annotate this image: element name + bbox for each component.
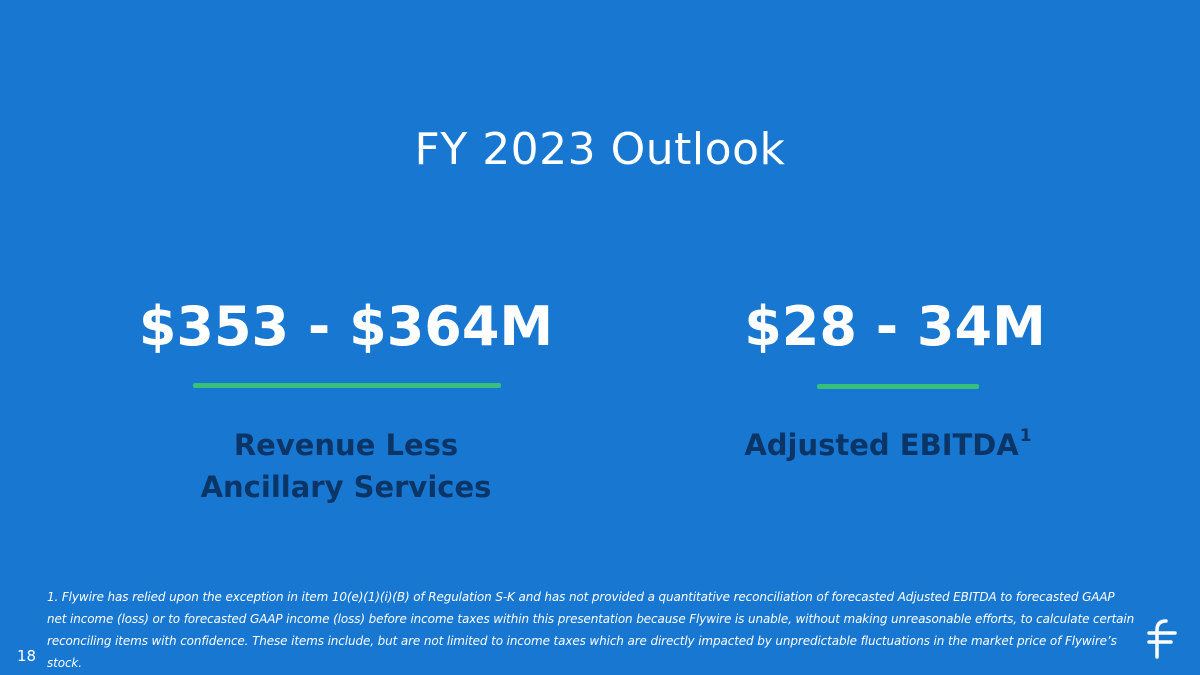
flywire-logo-icon (1147, 619, 1177, 659)
adjusted-ebitda-range-value: $28 - 34M (744, 295, 1046, 358)
adjusted-ebitda-label: Adjusted EBITDA1 (718, 424, 1058, 466)
disclaimer-footnote: 1. Flywire has relied upon the exception… (47, 590, 1135, 670)
page-number: 18 (17, 647, 37, 665)
revenue-label-line-1: Revenue Less (233, 428, 459, 462)
slide-title: FY 2023 Outlook (414, 124, 786, 175)
revenue-divider-bar (193, 383, 501, 388)
adjusted-ebitda-label-text: Adjusted EBITDA (744, 428, 1019, 462)
revenue-label-line-2: Ancillary Services (200, 470, 492, 504)
adjusted-ebitda-divider-bar (817, 384, 979, 389)
revenue-range-value: $353 - $364M (138, 295, 554, 358)
footnote-marker: 1 (1019, 426, 1032, 446)
revenue-label: Revenue Less Ancillary Services (146, 424, 546, 508)
